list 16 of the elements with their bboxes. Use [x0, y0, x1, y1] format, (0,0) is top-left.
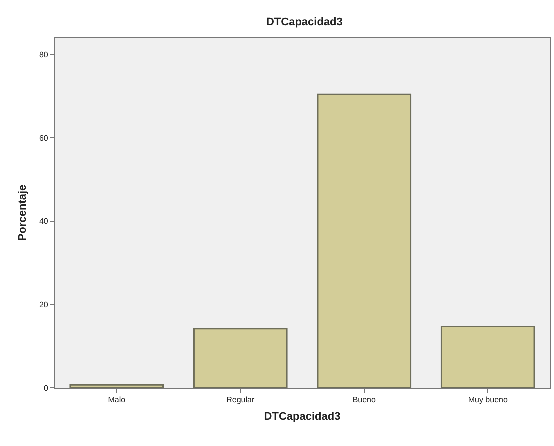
x-tick-label: Regular — [226, 396, 255, 405]
x-tick-label: Malo — [108, 396, 126, 405]
bar — [440, 326, 536, 388]
x-tick-label: Bueno — [352, 396, 376, 405]
y-tick-label: 0 — [44, 384, 49, 393]
y-tick-label: 60 — [39, 134, 49, 143]
bar — [70, 384, 164, 388]
y-tick-label: 20 — [39, 300, 49, 310]
y-tick-label: 40 — [39, 217, 49, 226]
y-tick-label: 80 — [39, 50, 49, 60]
x-tick-label: Muy bueno — [468, 396, 508, 405]
chart-title: DTCapacidad3 — [266, 16, 343, 29]
bar — [317, 94, 412, 388]
x-axis-title: DTCapacidad3 — [264, 410, 341, 423]
y-axis-title: Porcentaje — [17, 184, 30, 242]
bar — [193, 328, 288, 388]
